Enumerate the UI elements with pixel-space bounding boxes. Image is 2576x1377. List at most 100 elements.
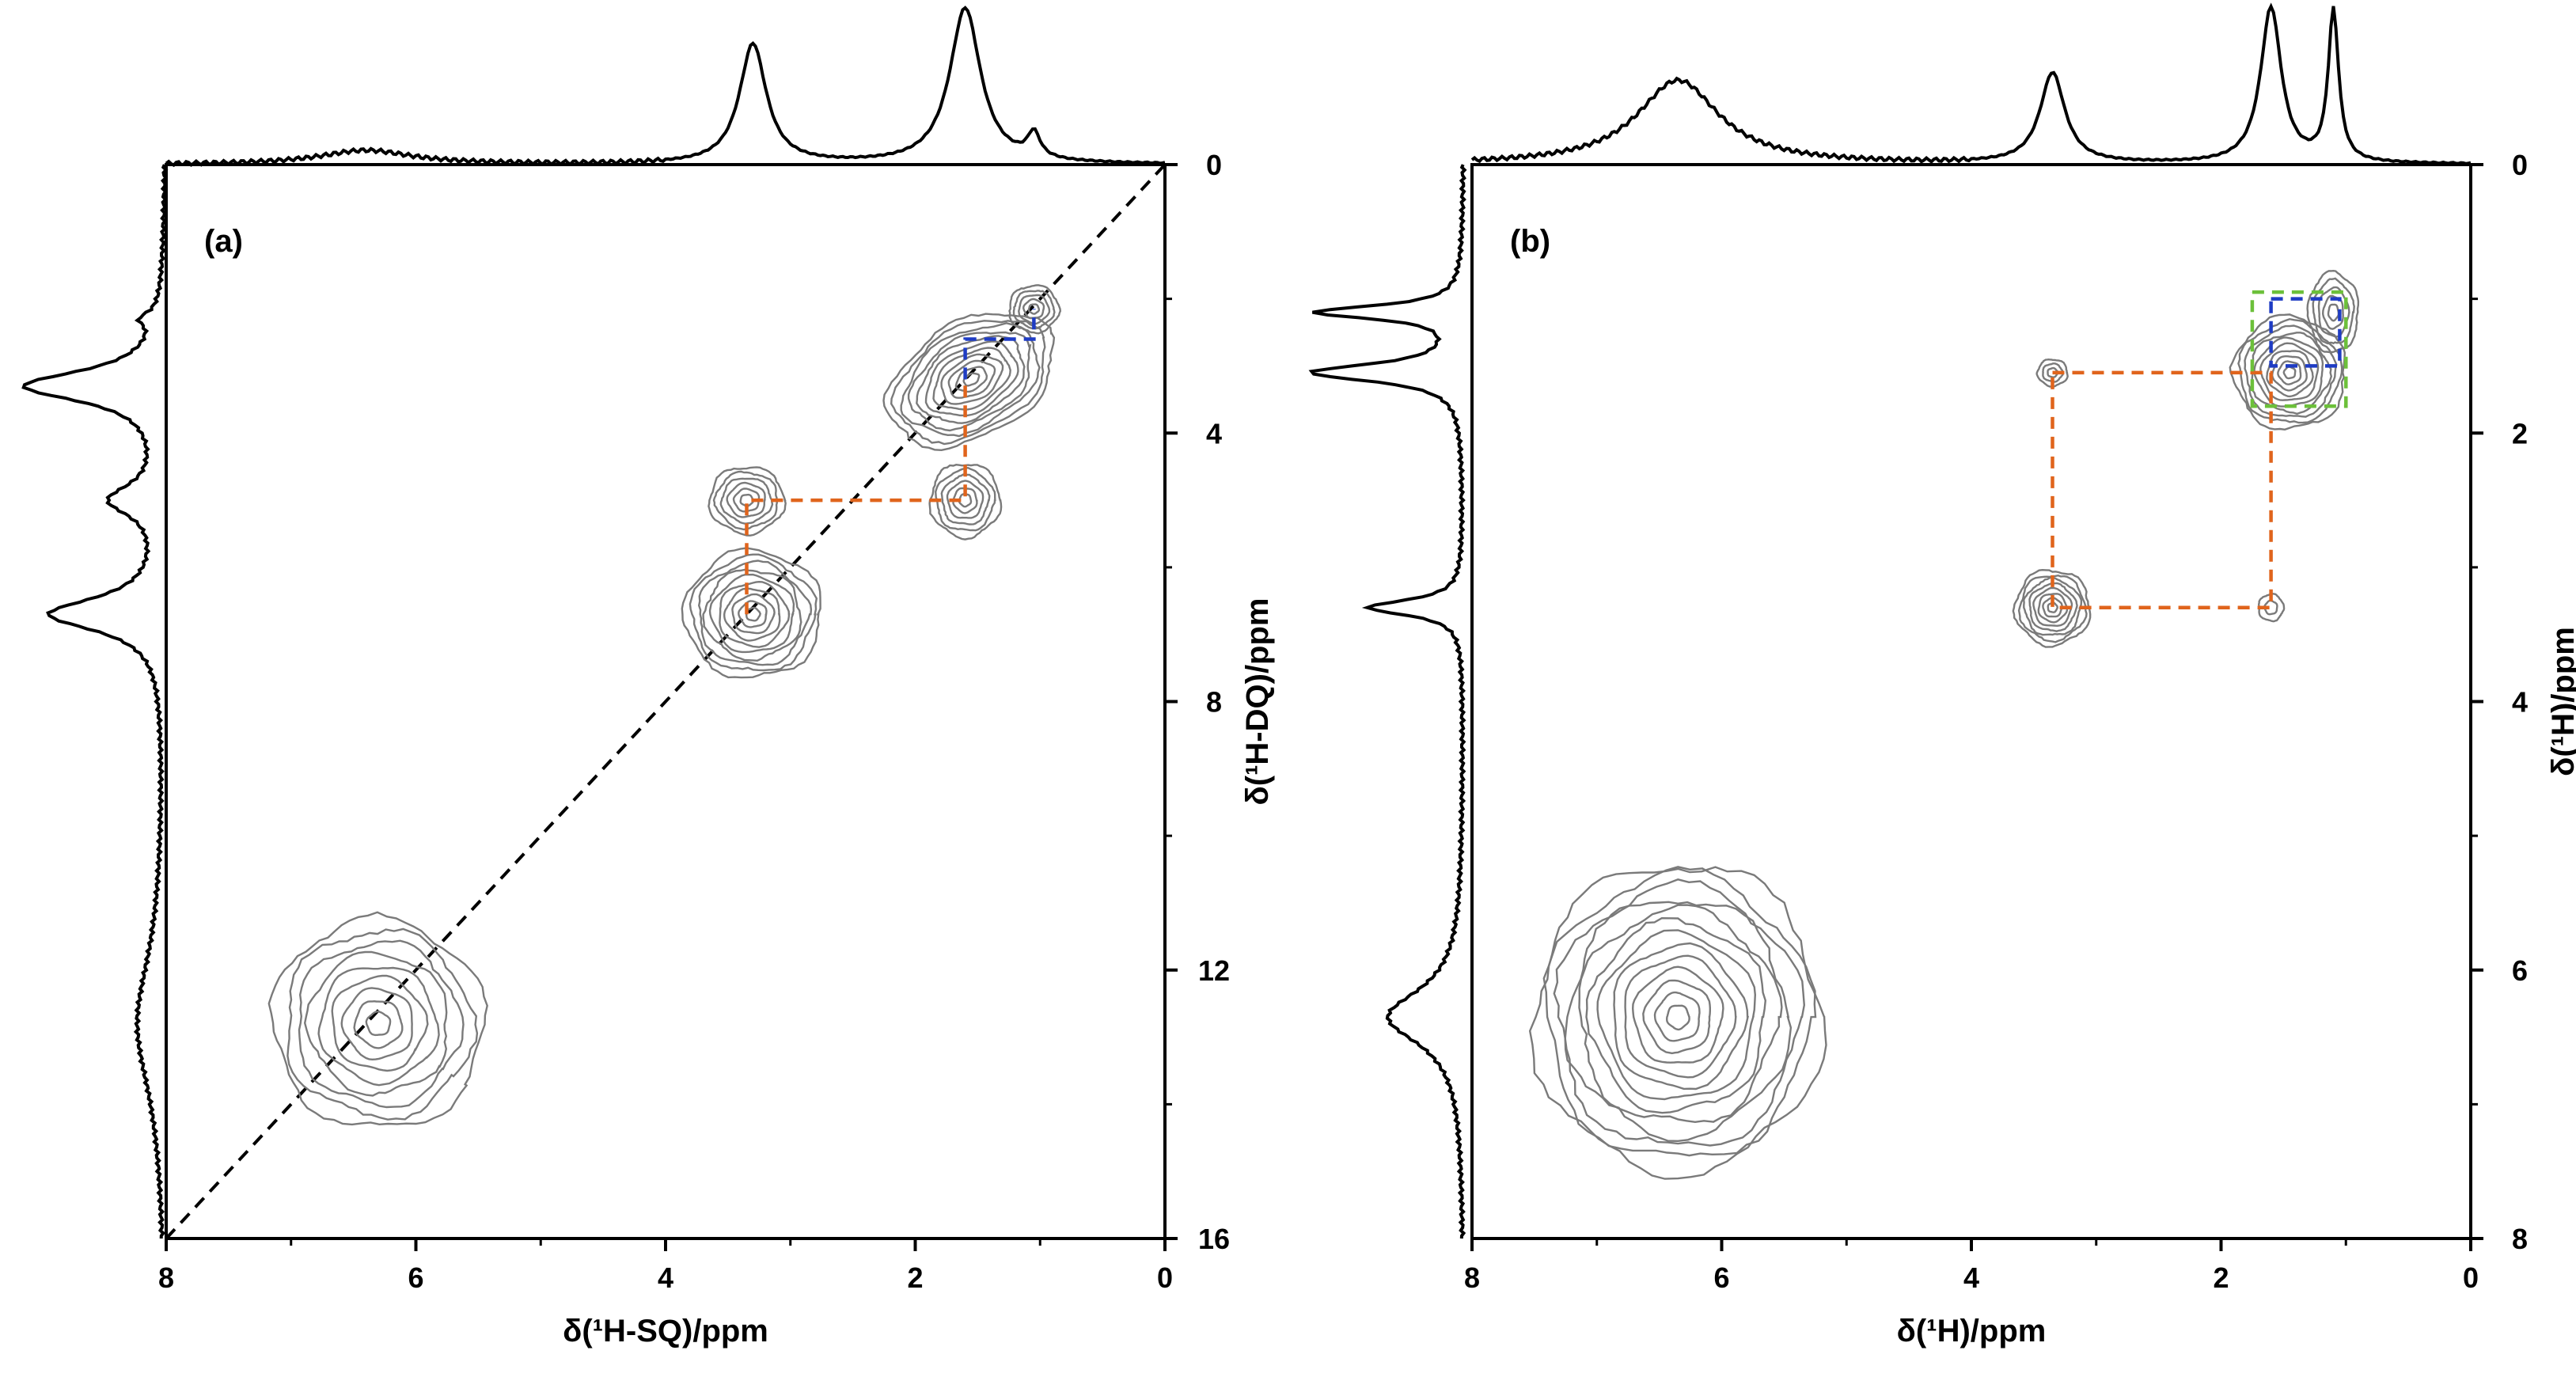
contour-level [1553,878,1806,1147]
y-tick-label: 16 [1198,1223,1230,1255]
contour-level [1022,298,1045,320]
contour-level [739,493,754,507]
contour-level [726,481,766,518]
contour-level [1008,284,1062,335]
contour-level [712,470,779,531]
contour-level [2028,582,2078,632]
contour-level [934,466,996,532]
contour-level [954,366,988,393]
correlation-line [745,379,967,615]
y-tick-label: 0 [1206,149,1222,181]
x-tick-label: 6 [408,1261,423,1294]
x-tick-label: 2 [2213,1261,2229,1294]
contour-level [2042,362,2065,383]
contour-level [1624,954,1737,1079]
contour-level [681,547,821,679]
y-tick-label: 8 [2512,1223,2528,1255]
y-tick-label: 0 [2512,149,2528,181]
contour-level [2277,360,2302,385]
contour-level [2037,593,2069,624]
panel-b: 8 6 4 2 0 0 2 4 6 8 δ(¹H)/ppm δ(¹H)/ppm (b) [1308,2,2576,1349]
x-tick-label: 8 [158,1261,174,1294]
contour-level [916,335,1026,424]
contour-level [340,987,413,1061]
top-projection-spectrum [1470,2,2472,165]
contour-level [286,927,479,1121]
panel-label: (b) [1510,224,1550,259]
correlation-line [963,309,1036,380]
correlation-line [2250,290,2348,408]
contour-level [932,347,1011,411]
contour-level [940,353,1004,405]
contour-level [2327,303,2340,322]
contour-level [702,568,802,662]
contour-level [1564,901,1793,1143]
left-projection-spectrum [21,164,169,1239]
y-tick-label: 8 [1206,686,1222,719]
contour-level [267,911,488,1126]
contour-level [1613,942,1749,1091]
contour-level [317,966,440,1087]
contour-peak [1008,284,1062,335]
contour-level [1653,991,1701,1042]
contour-level [1665,1004,1690,1031]
contour-level [2237,317,2343,424]
contour-level [962,372,981,387]
x-tick-label: 6 [1713,1261,1729,1294]
x-tick-label: 0 [2463,1261,2479,1294]
y-tick-label: 12 [1198,954,1230,987]
x-axis-label: δ(¹H-SQ)/ppm [563,1314,768,1349]
contour-level [947,359,996,399]
contour-level [1018,294,1051,325]
contour-level [2266,350,2314,398]
panel-a: 8 6 4 2 0 0 4 8 12 16 δ(¹H-SQ)/ppm δ(¹H-DQ)/ppm (a) [21,6,1275,1349]
contour-level [2017,574,2088,643]
contour-level [331,974,429,1072]
contour-level [900,322,1041,438]
contour-peak [267,911,488,1126]
contour-level [2229,313,2346,431]
contour-level [946,480,984,519]
contour-peak [1528,866,1827,1180]
contour-level [1596,929,1757,1101]
contour-level [2312,277,2355,345]
contour-level [1542,866,1817,1157]
contour-peak [681,547,821,679]
contour-level [2032,586,2073,628]
x-axis-label: δ(¹H)/ppm [1897,1314,2047,1349]
contour-peak [2012,568,2092,648]
y-tick-label: 4 [1206,417,1222,450]
contour-peaks [1528,269,2360,1180]
contour-level [1642,979,1711,1055]
contour-level [732,487,761,513]
contour-level [2022,576,2083,636]
contour-level [924,340,1019,417]
y-tick-label: 4 [2512,686,2528,719]
contour-level [2271,355,2308,392]
contour-level [353,1000,404,1049]
contour-level [708,573,795,654]
contour-level [2047,366,2059,378]
x-tick-label: 8 [1464,1261,1480,1294]
contour-level [697,560,813,666]
contour-level [2042,596,2064,618]
contour-level [890,320,1046,446]
contour-level [303,950,448,1097]
contour-level [365,1010,392,1037]
correlation-line [2269,297,2342,368]
contour-peak [2035,358,2069,388]
contour-level [1528,866,1827,1180]
y-axis-label: δ(¹H)/ppm [2546,627,2576,776]
contour-level [2047,601,2058,613]
correlation-line [2051,370,2273,610]
contour-peak [2306,269,2360,354]
panel-label: (a) [204,224,243,259]
contour-level [298,939,465,1109]
contour-level [1027,303,1040,315]
y-tick-label: 6 [2512,954,2528,987]
contour-level [940,473,991,525]
top-projection-spectrum [165,6,1166,168]
contour-level [2306,269,2360,354]
